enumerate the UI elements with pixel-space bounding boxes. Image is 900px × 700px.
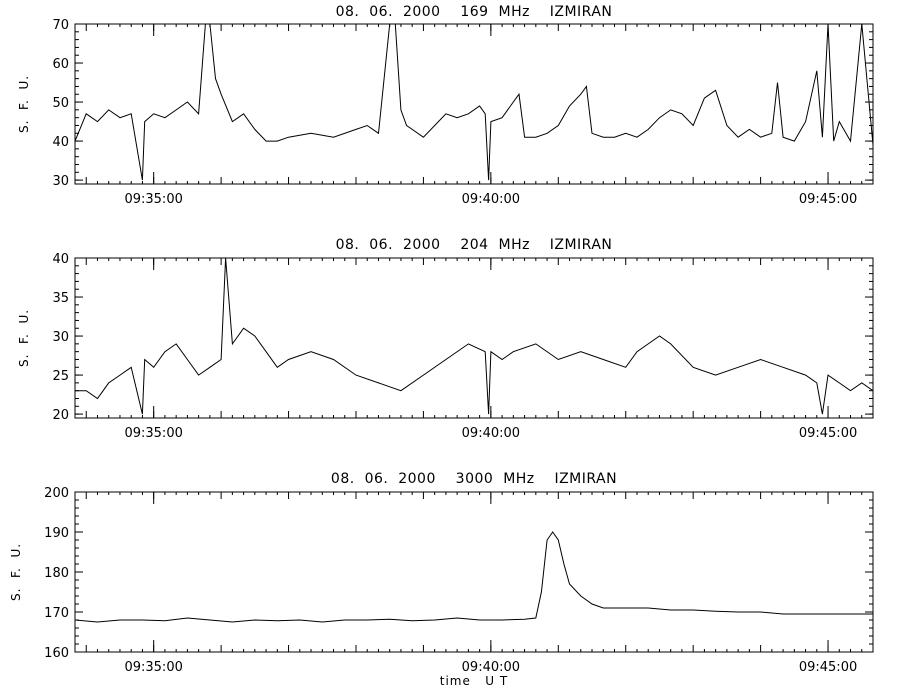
y-tick-label: 190 [44, 526, 69, 541]
panel-2: 08. 06. 2000 204 MHz IZMIRAN 20 25 30 35 40 S.… [17, 237, 874, 441]
y-tick-label: 30 [52, 174, 69, 189]
series-line [75, 531, 873, 623]
y-axis-label: S. F. U. [9, 543, 23, 601]
series-line [75, 258, 873, 415]
x-tick-label: 09:40:00 [462, 426, 520, 441]
y-tick-label: 200 [44, 486, 69, 501]
y-tick-label: 160 [44, 646, 69, 661]
x-tick-label: 09:35:00 [124, 192, 182, 207]
y-tick-label: 170 [44, 606, 69, 621]
y-tick-label: 60 [52, 57, 69, 72]
y-axis-label: S. F. U. [17, 309, 31, 367]
plot-frame [74, 491, 874, 653]
panel-3: 08. 06. 2000 3000 MHz IZMIRAN 160 170 180 19… [9, 471, 874, 688]
y-tick-label: 25 [52, 369, 69, 384]
y-tick-label: 40 [52, 135, 69, 150]
x-tick-label: 09:35:00 [124, 660, 182, 675]
chart-title: 08. 06. 2000 204 MHz IZMIRAN [336, 237, 613, 253]
x-tick-label: 09:40:00 [462, 192, 520, 207]
x-axis-label: time U T [440, 674, 508, 688]
y-tick-label: 40 [52, 252, 69, 267]
x-tick-label: 09:45:00 [799, 192, 857, 207]
x-tick-label: 09:45:00 [799, 426, 857, 441]
x-tick-label: 09:35:00 [124, 426, 182, 441]
x-tick-label: 09:40:00 [462, 660, 520, 675]
y-tick-label: 50 [52, 96, 69, 111]
y-tick-label: 30 [52, 330, 69, 345]
y-tick-label: 180 [44, 566, 69, 581]
y-tick-label: 35 [52, 291, 69, 306]
chart-title: 08. 06. 2000 169 MHz IZMIRAN [336, 4, 613, 20]
chart-title: 08. 06. 2000 3000 MHz IZMIRAN [331, 471, 617, 487]
y-tick-label: 70 [52, 18, 69, 33]
plot-frame [74, 257, 874, 419]
panel-1: 08. 06. 2000 169 MHz IZMIRAN 30 40 50 60 70 S.… [17, 4, 874, 207]
plot-frame [74, 23, 874, 185]
series-line [75, 24, 873, 181]
x-tick-label: 09:45:00 [799, 660, 857, 675]
y-axis-label: S. F. U. [17, 75, 31, 133]
y-tick-label: 20 [52, 408, 69, 423]
